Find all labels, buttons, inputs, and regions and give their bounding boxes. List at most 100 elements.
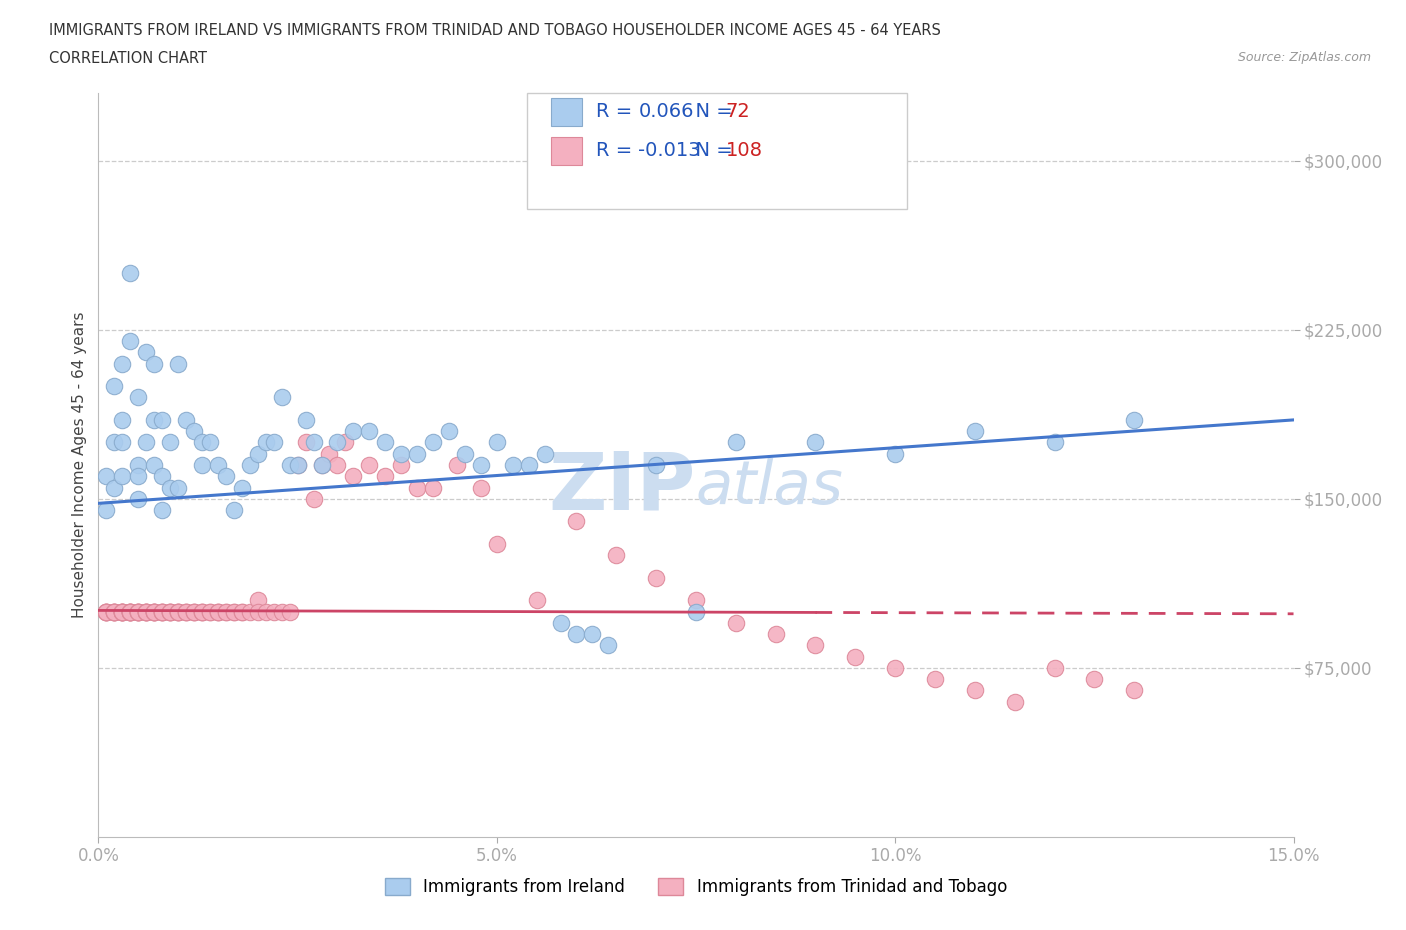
- Point: [103, 604, 125, 619]
- Point: [231, 604, 253, 619]
- Point: [311, 458, 333, 472]
- Point: [127, 604, 149, 619]
- Point: [167, 604, 190, 619]
- Point: [1083, 671, 1105, 686]
- Point: [143, 458, 166, 472]
- Text: R =: R =: [596, 102, 638, 121]
- Point: [470, 458, 492, 472]
- Text: N =: N =: [683, 102, 740, 121]
- Point: [111, 435, 134, 450]
- Point: [302, 491, 325, 506]
- Point: [127, 469, 149, 484]
- Point: [207, 604, 229, 619]
- Point: [143, 604, 166, 619]
- Point: [96, 469, 118, 484]
- Point: [645, 570, 668, 585]
- Point: [231, 480, 253, 495]
- Point: [207, 604, 229, 619]
- Point: [1123, 413, 1146, 428]
- Point: [111, 604, 134, 619]
- Point: [120, 604, 142, 619]
- Point: [159, 604, 181, 619]
- Point: [1123, 683, 1146, 698]
- Point: [174, 413, 197, 428]
- Point: [191, 604, 214, 619]
- Point: [167, 604, 190, 619]
- Point: [485, 537, 508, 551]
- Point: [143, 604, 166, 619]
- Text: 0.066: 0.066: [638, 102, 693, 121]
- Point: [389, 446, 412, 461]
- Point: [485, 435, 508, 450]
- Point: [111, 413, 134, 428]
- Point: [326, 435, 349, 450]
- Text: IMMIGRANTS FROM IRELAND VS IMMIGRANTS FROM TRINIDAD AND TOBAGO HOUSEHOLDER INCOM: IMMIGRANTS FROM IRELAND VS IMMIGRANTS FR…: [49, 23, 941, 38]
- Point: [270, 604, 292, 619]
- Point: [254, 604, 277, 619]
- Point: [207, 458, 229, 472]
- Point: [422, 480, 444, 495]
- Point: [844, 649, 866, 664]
- Point: [406, 446, 429, 461]
- Point: [263, 435, 285, 450]
- Text: atlas: atlas: [696, 458, 844, 517]
- Point: [159, 604, 181, 619]
- Point: [198, 604, 221, 619]
- Point: [342, 469, 364, 484]
- Point: [135, 604, 157, 619]
- Point: [111, 604, 134, 619]
- Point: [135, 604, 157, 619]
- Point: [326, 458, 349, 472]
- Point: [446, 458, 468, 472]
- Point: [263, 604, 285, 619]
- Point: [143, 604, 166, 619]
- Point: [1004, 695, 1026, 710]
- Point: [120, 266, 142, 281]
- Point: [120, 604, 142, 619]
- Point: [581, 627, 603, 642]
- Point: [526, 592, 548, 607]
- Point: [183, 604, 205, 619]
- Point: [335, 435, 357, 450]
- Point: [198, 435, 221, 450]
- Point: [270, 390, 292, 405]
- Point: [183, 424, 205, 439]
- Point: [963, 683, 986, 698]
- Point: [685, 604, 707, 619]
- Point: [502, 458, 524, 472]
- Point: [645, 458, 668, 472]
- Point: [167, 604, 190, 619]
- Point: [454, 446, 477, 461]
- Point: [278, 604, 301, 619]
- Point: [246, 604, 269, 619]
- Point: [159, 480, 181, 495]
- Point: [127, 491, 149, 506]
- Point: [406, 480, 429, 495]
- Point: [724, 435, 747, 450]
- Point: [884, 446, 907, 461]
- Point: [254, 435, 277, 450]
- Point: [159, 435, 181, 450]
- Point: [222, 502, 245, 517]
- Point: [239, 604, 262, 619]
- Text: N =: N =: [683, 141, 740, 160]
- Point: [183, 604, 205, 619]
- Point: [924, 671, 946, 686]
- Point: [470, 480, 492, 495]
- Point: [389, 458, 412, 472]
- Point: [120, 604, 142, 619]
- Point: [120, 604, 142, 619]
- Point: [231, 604, 253, 619]
- Point: [294, 435, 316, 450]
- Point: [287, 458, 309, 472]
- Point: [1043, 660, 1066, 675]
- Point: [215, 604, 238, 619]
- Text: 72: 72: [725, 102, 751, 121]
- Point: [318, 446, 340, 461]
- Point: [374, 469, 396, 484]
- Point: [239, 458, 262, 472]
- Point: [215, 604, 238, 619]
- Point: [103, 604, 125, 619]
- Point: [1043, 435, 1066, 450]
- Point: [191, 435, 214, 450]
